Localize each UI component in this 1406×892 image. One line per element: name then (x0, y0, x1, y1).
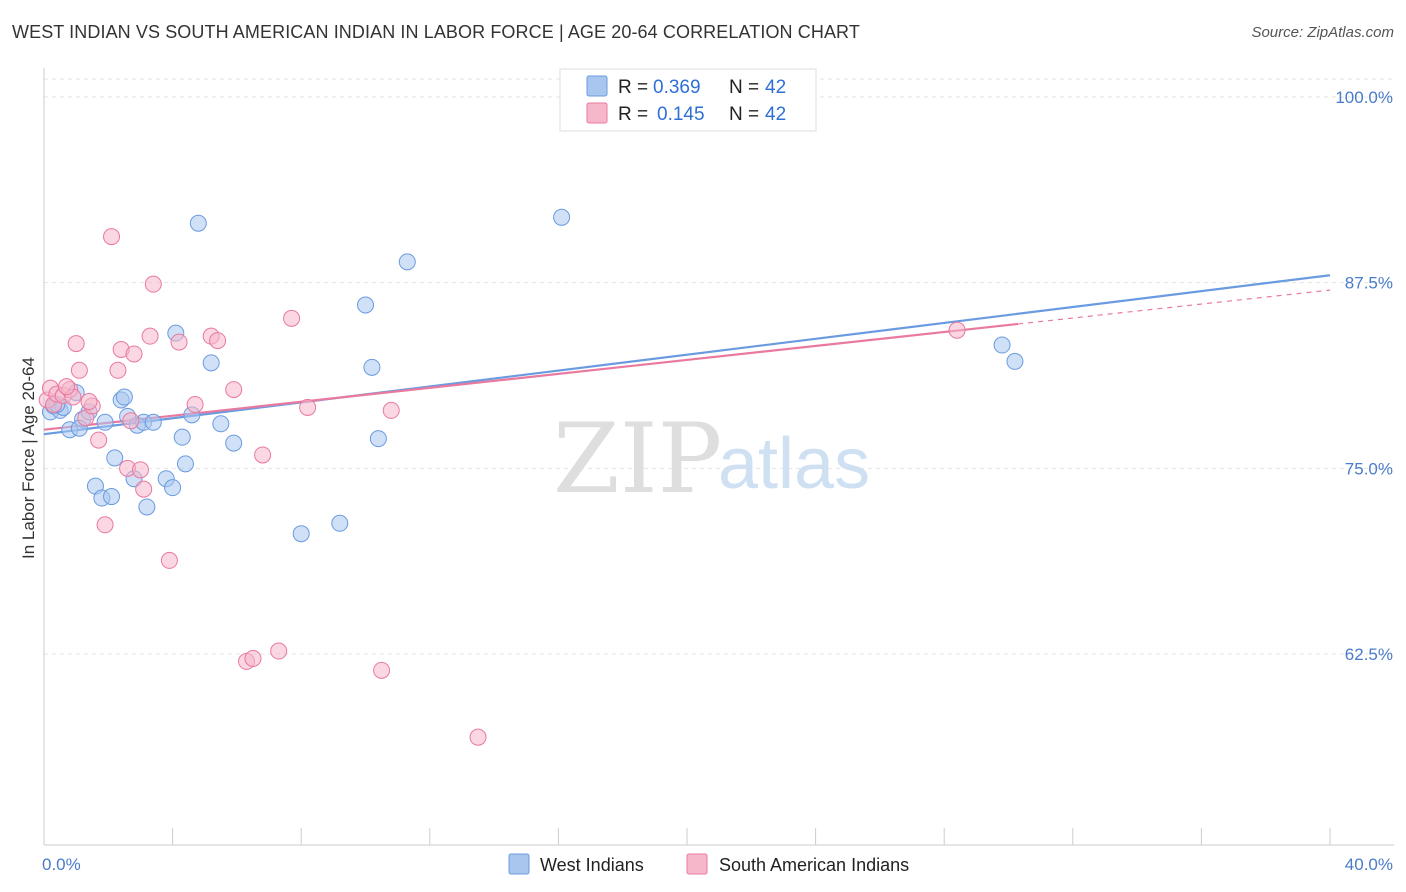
data-points (38, 87, 1024, 746)
data-point (67, 335, 85, 353)
x-tick-label: 40.0% (1345, 855, 1393, 874)
legend-swatch-south-american-indians (586, 102, 608, 124)
data-point (138, 498, 156, 516)
data-point (125, 345, 143, 363)
data-point (103, 488, 121, 506)
data-point (173, 428, 191, 446)
legend-r-label: R = (618, 77, 648, 98)
chart-source: Source: ZipAtlas.com (1251, 24, 1394, 41)
y-tick-label: 87.5% (1345, 274, 1393, 293)
legend-r-label: R = (618, 104, 648, 125)
data-point (115, 388, 133, 406)
data-point (270, 642, 288, 660)
data-point (209, 332, 227, 350)
data-point (202, 354, 220, 372)
y-axis-label: In Labor Force | Age 20-64 (19, 357, 38, 559)
data-point (131, 461, 149, 479)
data-point (254, 446, 272, 464)
data-point (122, 412, 140, 430)
bottom-legend-swatch-west-indians (508, 853, 530, 875)
trend-line-west-indians (43, 274, 1331, 436)
legend-swatch-west-indians (586, 75, 608, 97)
watermark: ZIP atlas (553, 403, 870, 515)
x-tick-labels: 0.0% 40.0% (42, 855, 1393, 874)
data-point (189, 214, 207, 232)
data-point (225, 434, 243, 452)
bottom-legend-label-west-indians: West Indians (540, 855, 644, 875)
data-point (186, 395, 204, 413)
data-point (299, 398, 317, 416)
data-point (357, 296, 374, 314)
data-point (1006, 352, 1024, 370)
watermark-atlas: atlas (718, 424, 870, 504)
data-point (80, 392, 98, 410)
data-point (292, 525, 310, 543)
data-point (373, 661, 391, 679)
y-tick-labels: 100.0% 87.5% 75.0% 62.5% (1335, 88, 1393, 664)
data-point (170, 333, 188, 351)
legend-n-label: N = (729, 77, 759, 98)
data-point (164, 479, 182, 497)
data-point (144, 413, 162, 431)
data-point (160, 551, 178, 569)
data-point (96, 413, 114, 431)
data-point (58, 378, 76, 396)
data-point (369, 430, 387, 448)
legend-r-value: 0.369 (653, 77, 701, 98)
trend-lines (43, 274, 1331, 436)
bottom-legend-swatch-south-american-indians (686, 853, 708, 875)
data-point (109, 361, 127, 379)
data-point (225, 381, 243, 399)
data-point (553, 208, 571, 226)
data-point (70, 361, 88, 379)
data-point (331, 514, 349, 532)
data-point (103, 228, 121, 246)
watermark-zip: ZIP (553, 403, 722, 515)
y-tick-label: 62.5% (1345, 645, 1393, 664)
trend-line-extension (1018, 289, 1331, 325)
legend-r-value: 0.145 (657, 104, 705, 125)
legend-n-value: 42 (765, 104, 786, 125)
chart-title: WEST INDIAN VS SOUTH AMERICAN INDIAN IN … (12, 22, 860, 42)
axes (43, 68, 1394, 846)
legend-box: R = 0.369 N = 42 R = 0.145 N = 42 (559, 68, 817, 132)
data-point (283, 309, 301, 327)
data-point (469, 728, 487, 746)
trend-line-south-american-indians (43, 322, 1019, 431)
data-point (135, 480, 153, 498)
data-point (96, 516, 114, 534)
data-point (90, 431, 108, 449)
legend-n-value: 42 (765, 77, 786, 98)
bottom-legend-label-south-american-indians: South American Indians (719, 855, 909, 875)
grid-lines (44, 78, 1394, 655)
data-point (244, 649, 262, 667)
data-point (948, 321, 966, 339)
data-point (398, 253, 416, 271)
y-tick-label: 100.0% (1335, 88, 1393, 107)
data-point (993, 336, 1011, 354)
bottom-legend: West Indians South American Indians (508, 853, 909, 875)
x-tick-label: 0.0% (42, 855, 81, 874)
y-tick-label: 75.0% (1345, 459, 1393, 478)
data-point (144, 275, 162, 293)
data-point (382, 401, 400, 419)
data-point (212, 415, 230, 433)
legend-n-label: N = (729, 104, 759, 125)
data-point (176, 455, 194, 473)
data-point (141, 327, 159, 345)
data-point (363, 358, 381, 376)
data-point (106, 449, 124, 467)
